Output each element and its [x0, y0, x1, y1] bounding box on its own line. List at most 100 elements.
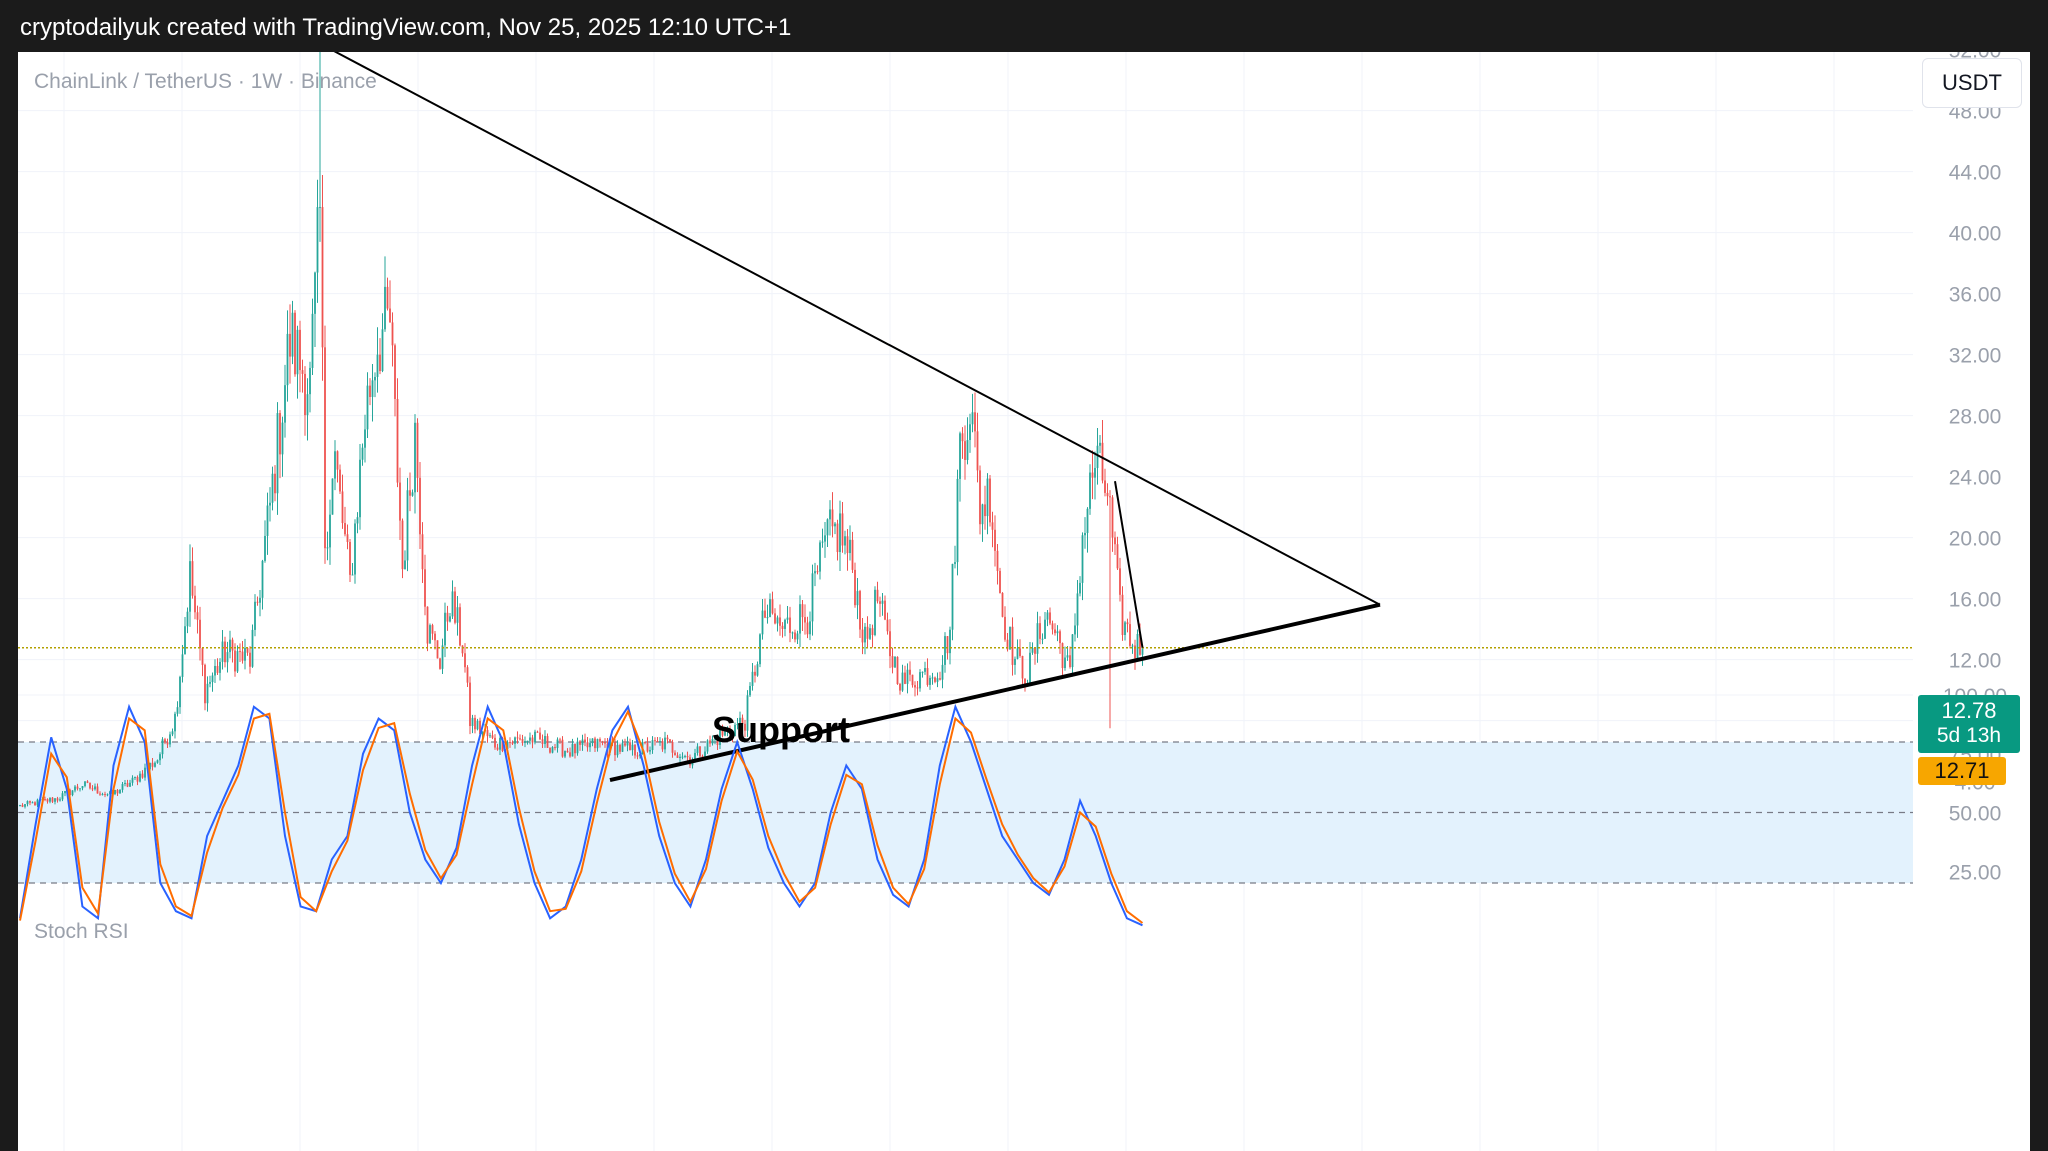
- candle-body: [709, 740, 711, 744]
- candle-body: [609, 738, 611, 753]
- candle-body: [191, 561, 194, 596]
- chart-svg[interactable]: 52.0048.0044.0040.0036.0032.0028.0024.00…: [18, 52, 2030, 1151]
- candle-body: [1046, 612, 1049, 620]
- candle-body: [284, 385, 286, 423]
- candle-body: [391, 322, 394, 346]
- candle-body: [599, 739, 601, 742]
- candle-body: [581, 739, 584, 745]
- candle-body: [984, 504, 986, 517]
- candle-body: [1089, 472, 1091, 509]
- candle-body: [354, 523, 356, 575]
- candle-body: [1079, 582, 1081, 594]
- candle-body: [129, 782, 131, 787]
- candle-body: [921, 671, 924, 673]
- candle-body: [619, 744, 621, 752]
- candle-body: [446, 612, 449, 622]
- candle-body: [1074, 625, 1076, 635]
- candle-body: [271, 473, 274, 503]
- candle-body: [646, 743, 649, 752]
- candle-body: [399, 482, 401, 521]
- candle-body: [924, 668, 926, 672]
- candle-body: [589, 743, 591, 748]
- trendlines[interactable]: [303, 52, 1381, 783]
- candle-body: [656, 741, 659, 743]
- candle-body: [749, 685, 751, 696]
- candle-body: [371, 380, 374, 397]
- candle-body: [176, 707, 179, 714]
- candle-body: [511, 742, 514, 744]
- candle-body: [436, 640, 439, 659]
- candle-body: [934, 677, 936, 682]
- candle-body: [326, 547, 329, 549]
- candle-body: [76, 786, 79, 789]
- candle-body: [31, 802, 34, 804]
- candle-body: [521, 739, 524, 743]
- candle-body: [494, 737, 496, 748]
- candle-body: [604, 741, 606, 744]
- candle-body: [771, 599, 774, 614]
- candle-body: [1061, 643, 1064, 669]
- candle-body: [369, 385, 371, 397]
- candle-body: [251, 629, 254, 667]
- candle-body: [824, 535, 826, 542]
- candle-body: [114, 789, 116, 795]
- candle-body: [274, 473, 276, 494]
- candle-body: [311, 313, 314, 368]
- candle-body: [291, 312, 294, 357]
- candle-body: [289, 333, 291, 357]
- candle-body: [1126, 622, 1129, 625]
- candle-body: [64, 791, 66, 794]
- quote-currency-button[interactable]: USDT: [1922, 58, 2022, 108]
- candle-body: [214, 665, 216, 676]
- candle-body: [1059, 631, 1061, 644]
- candle-body: [999, 570, 1001, 593]
- candle-body: [524, 741, 526, 743]
- candle-body: [1101, 442, 1104, 481]
- candle-body: [714, 738, 716, 740]
- candle-body: [204, 664, 206, 704]
- candle-body: [1001, 592, 1004, 617]
- candle-body: [386, 286, 389, 309]
- candle-body: [936, 678, 939, 682]
- candle-body: [1114, 537, 1116, 545]
- candle-body: [724, 730, 726, 736]
- candle-body: [644, 741, 646, 744]
- candle-body: [466, 667, 469, 683]
- candle-body: [1064, 657, 1066, 669]
- candle-body: [624, 743, 626, 746]
- candle-body: [1011, 626, 1014, 665]
- candle-body: [264, 535, 266, 561]
- candle-body: [851, 539, 854, 570]
- candle-body: [1071, 634, 1074, 668]
- candle-body: [126, 782, 129, 787]
- candle-body: [136, 777, 139, 782]
- candle-body: [414, 422, 416, 493]
- candle-body: [1134, 645, 1136, 659]
- price-tick-label: 52.00: [1949, 52, 2002, 63]
- candle-body: [476, 720, 479, 730]
- candle-body: [706, 740, 709, 752]
- candle-body: [306, 394, 309, 416]
- candle-body: [169, 734, 171, 745]
- candle-body: [1021, 655, 1024, 679]
- candle-body: [736, 724, 739, 726]
- lower-support-trendline: [609, 602, 1381, 783]
- candle-body: [266, 505, 269, 536]
- candle-body: [344, 523, 346, 535]
- candle-body: [979, 470, 981, 525]
- candle-body: [356, 517, 359, 524]
- candle-body: [299, 329, 301, 371]
- candle-body: [1116, 544, 1119, 569]
- candle-body: [1054, 629, 1056, 634]
- candle-body: [361, 447, 364, 460]
- candle-body: [104, 794, 106, 796]
- chart-panel[interactable]: 52.0048.0044.0040.0036.0032.0028.0024.00…: [18, 52, 2030, 1151]
- candle-body: [781, 625, 784, 629]
- candle-body: [841, 513, 844, 546]
- candle-body: [594, 738, 596, 749]
- candle-body: [886, 619, 889, 632]
- candle-body: [236, 651, 239, 672]
- candle-body: [154, 762, 156, 767]
- candle-body: [1136, 633, 1139, 659]
- candle-body: [811, 573, 814, 622]
